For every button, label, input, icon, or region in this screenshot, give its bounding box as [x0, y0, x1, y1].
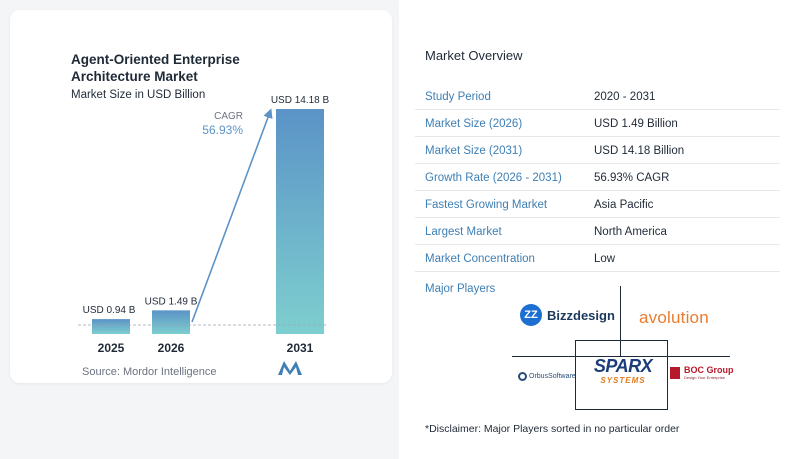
overview-row: Study Period 2020 - 2031 — [415, 84, 780, 110]
overview-row: Market Size (2026) USD 1.49 Billion — [415, 111, 780, 137]
bar-2025 — [92, 319, 130, 334]
bar-2026 — [152, 310, 190, 334]
disclaimer: *Disclaimer: Major Players sorted in no … — [425, 423, 680, 435]
overview-value: 56.93% CAGR — [594, 172, 670, 184]
overview-label: Market Size (2031) — [425, 145, 523, 157]
avolution-logo: avolution — [639, 308, 709, 327]
x-tick-label: 2025 — [98, 341, 125, 355]
overview-label: Fastest Growing Market — [425, 199, 548, 211]
bizzdesign-logo: ZZ Bizzdesign — [520, 304, 615, 326]
x-tick-label: 2031 — [287, 341, 314, 355]
chart-subtitle: Market Size in USD Billion — [71, 89, 206, 101]
orbus-logo: OrbusSoftware — [518, 372, 576, 381]
orbus-icon — [518, 372, 527, 381]
overview-value: Low — [594, 253, 616, 265]
overview-row: Market Concentration Low — [415, 246, 780, 272]
sparx-logo: SPARX SYSTEMS — [593, 356, 653, 385]
players-title: Major Players — [425, 283, 496, 295]
mordor-logo — [278, 361, 302, 375]
cagr-value: 56.93% — [202, 123, 243, 137]
value-label: USD 0.94 B — [83, 305, 136, 316]
logo-divider-v-left — [575, 340, 576, 410]
overview-value: 2020 - 2031 — [594, 91, 656, 103]
overview-label: Market Size (2026) — [425, 118, 523, 130]
overview-label: Growth Rate (2026 - 2031) — [425, 172, 562, 184]
x-tick-label: 2026 — [158, 341, 185, 355]
logo-divider-h — [512, 356, 730, 357]
value-label: USD 14.18 B — [271, 95, 330, 106]
chart-card — [10, 10, 392, 383]
logo-divider-v-top — [620, 286, 621, 356]
overview-row: Fastest Growing Market Asia Pacific — [415, 192, 780, 218]
logo-divider-v-right — [667, 340, 668, 410]
logo-divider-h-bottom — [575, 409, 668, 410]
overview-row: Growth Rate (2026 - 2031) 56.93% CAGR — [415, 165, 780, 191]
overview-label: Study Period — [425, 91, 491, 103]
chart-title: Agent-Oriented Enterprise Architecture M… — [71, 52, 240, 84]
source-text: Source: Mordor Intelligence — [82, 366, 217, 378]
cagr-arrow — [191, 108, 273, 323]
bizzdesign-icon: ZZ — [520, 304, 542, 326]
value-label: USD 1.49 B — [145, 296, 198, 307]
overview-panel — [399, 0, 800, 459]
overview-row: Market Size (2031) USD 14.18 Billion — [415, 138, 780, 164]
boc-icon — [670, 367, 680, 379]
overview-label: Market Concentration — [425, 253, 535, 265]
overview-value: North America — [594, 226, 667, 238]
bar-2031 — [276, 109, 324, 334]
boc-logo: BOC Group Design Your Enterprise — [670, 366, 734, 380]
overview-value: Asia Pacific — [594, 199, 654, 211]
overview-row: Largest Market North America — [415, 219, 780, 245]
overview-value: USD 14.18 Billion — [594, 145, 685, 157]
cagr-label: CAGR — [214, 111, 243, 122]
bar-chart: USD 0.94 B 2025 USD 1.49 B 2026 USD 14.18 B 2… — [78, 95, 330, 355]
overview-value: USD 1.49 Billion — [594, 118, 678, 130]
overview-label: Largest Market — [425, 226, 502, 238]
logo-divider-h-box — [575, 340, 668, 341]
overview-title: Market Overview — [425, 48, 523, 63]
